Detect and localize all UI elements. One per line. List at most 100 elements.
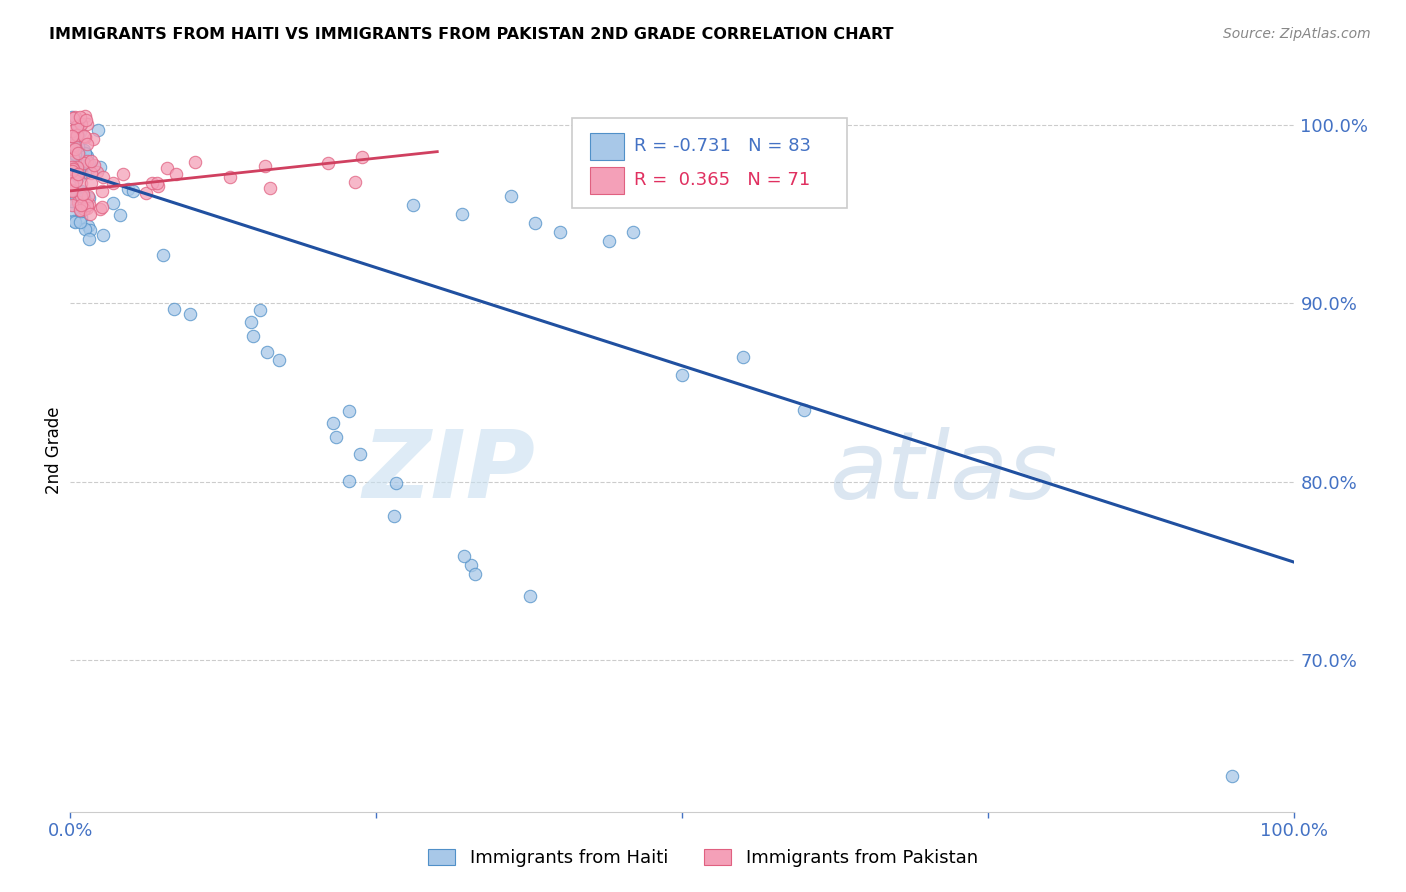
Point [179, 307, 201, 321]
Point [65, 128, 87, 142]
Point [256, 345, 278, 359]
Point [73, 156, 96, 170]
Point [76, 149, 98, 163]
Text: IMMIGRANTS FROM HAITI VS IMMIGRANTS FROM PAKISTAN 2ND GRADE CORRELATION CHART: IMMIGRANTS FROM HAITI VS IMMIGRANTS FROM… [49, 27, 894, 42]
Point [70, 166, 93, 180]
Point [141, 176, 163, 190]
Point [67, 167, 90, 181]
Y-axis label: 2nd Grade: 2nd Grade [45, 407, 63, 494]
Point [76, 201, 98, 215]
Text: ZIP: ZIP [363, 426, 536, 518]
Point [65, 150, 87, 164]
Point [67, 156, 90, 170]
Point [67, 147, 90, 161]
Point [63, 138, 86, 153]
Point [242, 329, 264, 343]
Point [316, 156, 339, 170]
Point [86, 165, 108, 179]
Point [110, 208, 132, 222]
Point [65, 130, 87, 145]
Point [65, 173, 87, 187]
Point [63, 159, 86, 173]
FancyBboxPatch shape [591, 133, 624, 160]
Point [79, 161, 101, 175]
Point [101, 195, 124, 210]
Legend: Immigrants from Haiti, Immigrants from Pakistan: Immigrants from Haiti, Immigrants from P… [420, 841, 986, 874]
Text: atlas: atlas [828, 426, 1057, 517]
Point [69, 110, 91, 124]
Point [62, 161, 84, 176]
Point [77, 191, 100, 205]
Point [385, 475, 408, 490]
Point [62, 151, 84, 165]
Point [60, 197, 83, 211]
Point [70, 203, 93, 218]
Point [60, 178, 83, 192]
Point [75, 222, 97, 236]
Point [76, 219, 98, 233]
Point [66, 164, 89, 178]
Point [69, 202, 91, 217]
Point [89, 160, 111, 174]
Point [464, 567, 486, 582]
Point [65, 128, 87, 143]
Point [83, 158, 105, 172]
Point [70, 162, 93, 177]
Point [79, 206, 101, 220]
Point [382, 508, 405, 523]
Point [135, 186, 157, 200]
Point [63, 147, 86, 161]
Point [60, 160, 83, 174]
Point [65, 110, 87, 124]
Point [249, 303, 271, 318]
Point [60, 194, 83, 208]
Point [69, 117, 91, 131]
Point [69, 184, 91, 198]
Text: R =  0.365   N = 71: R = 0.365 N = 71 [634, 170, 810, 188]
Point [69, 124, 91, 138]
Point [350, 150, 373, 164]
Point [152, 248, 174, 262]
Point [60, 184, 83, 198]
Point [524, 216, 547, 230]
Point [80, 176, 103, 190]
Point [67, 138, 90, 153]
Point [73, 191, 96, 205]
Point [499, 189, 522, 203]
Point [76, 198, 98, 212]
Point [65, 215, 87, 229]
Point [60, 150, 83, 164]
Point [519, 589, 541, 603]
Point [63, 142, 86, 156]
Point [60, 129, 83, 144]
Point [73, 128, 96, 143]
Point [62, 138, 84, 153]
Point [69, 176, 91, 190]
Point [184, 154, 207, 169]
Point [218, 169, 240, 184]
Point [91, 228, 114, 243]
Point [240, 315, 263, 329]
Point [79, 223, 101, 237]
Point [66, 167, 89, 181]
Point [349, 447, 371, 461]
Point [60, 110, 83, 124]
Point [80, 154, 103, 169]
Point [67, 118, 90, 132]
Point [621, 225, 644, 239]
Point [73, 144, 96, 158]
Point [163, 301, 186, 316]
Point [70, 210, 93, 224]
Point [76, 117, 98, 131]
Point [66, 128, 89, 143]
Point [66, 170, 89, 185]
Point [117, 182, 139, 196]
Point [165, 167, 187, 181]
Point [60, 124, 83, 138]
Point [450, 207, 472, 221]
Point [67, 164, 90, 178]
Text: Source: ZipAtlas.com: Source: ZipAtlas.com [1223, 27, 1371, 41]
Point [60, 128, 83, 143]
Point [1220, 769, 1243, 783]
Point [91, 170, 114, 185]
